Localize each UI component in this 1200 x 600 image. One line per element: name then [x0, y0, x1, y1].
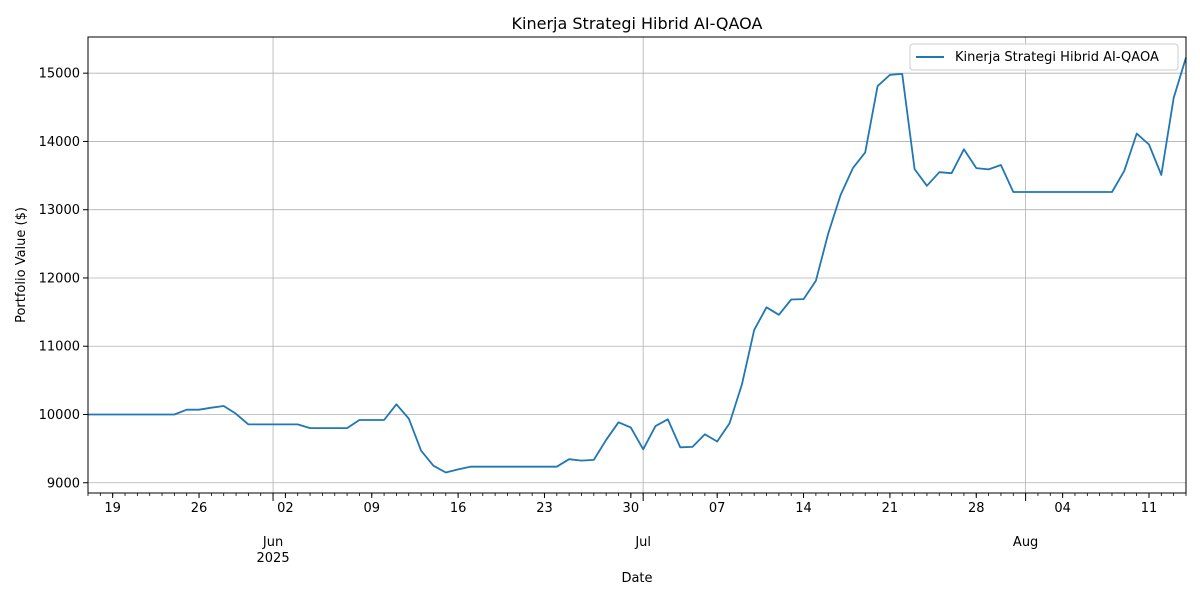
- x-major-tick-sublabel: 2025: [257, 551, 290, 566]
- x-major-tick-label: Aug: [1013, 535, 1038, 550]
- x-day-tick-label: 11: [1141, 501, 1158, 516]
- x-day-tick-label: 07: [709, 501, 726, 516]
- x-day-tick-label: 04: [1054, 501, 1071, 516]
- legend-label: Kinerja Strategi Hibrid AI-QAOA: [955, 50, 1159, 65]
- chart-title: Kinerja Strategi Hibrid AI-QAOA: [512, 14, 763, 33]
- y-axis-label: Portfolio Value ($): [14, 207, 29, 323]
- x-major-tick-label: Jul: [634, 535, 651, 550]
- x-day-tick-label: 02: [277, 501, 294, 516]
- x-day-tick-label: 19: [104, 501, 121, 516]
- axes-frame: [87, 36, 1187, 494]
- x-day-tick-label: 21: [882, 501, 899, 516]
- x-day-tick-label: 28: [968, 501, 985, 516]
- y-tick-label: 10000: [39, 408, 80, 423]
- y-tick-label: 14000: [39, 135, 80, 150]
- legend: Kinerja Strategi Hibrid AI-QAOA: [909, 43, 1179, 71]
- y-tick-label: 11000: [39, 340, 80, 355]
- y-tick-label: 13000: [39, 203, 80, 218]
- x-day-tick-label: 16: [450, 501, 467, 516]
- plot-area: [88, 57, 1187, 474]
- x-major-tick-label: Jun: [262, 535, 283, 550]
- y-tick-label: 9000: [47, 476, 80, 491]
- x-day-tick-label: 14: [795, 501, 812, 516]
- series-line: [88, 57, 1187, 474]
- legend-box: [909, 43, 1179, 71]
- x-day-tick-label: 09: [363, 501, 380, 516]
- y-tick-label: 12000: [39, 271, 80, 286]
- x-day-tick-label: 26: [191, 501, 208, 516]
- x-day-tick-label: 23: [536, 501, 553, 516]
- x-day-tick-label: 30: [623, 501, 640, 516]
- x-axis-label: Date: [621, 571, 652, 586]
- y-tick-label: 15000: [39, 67, 80, 82]
- y-axis: 9000 10000 11000 12000 13000 14000 15000: [39, 67, 88, 491]
- grid: [88, 37, 1186, 493]
